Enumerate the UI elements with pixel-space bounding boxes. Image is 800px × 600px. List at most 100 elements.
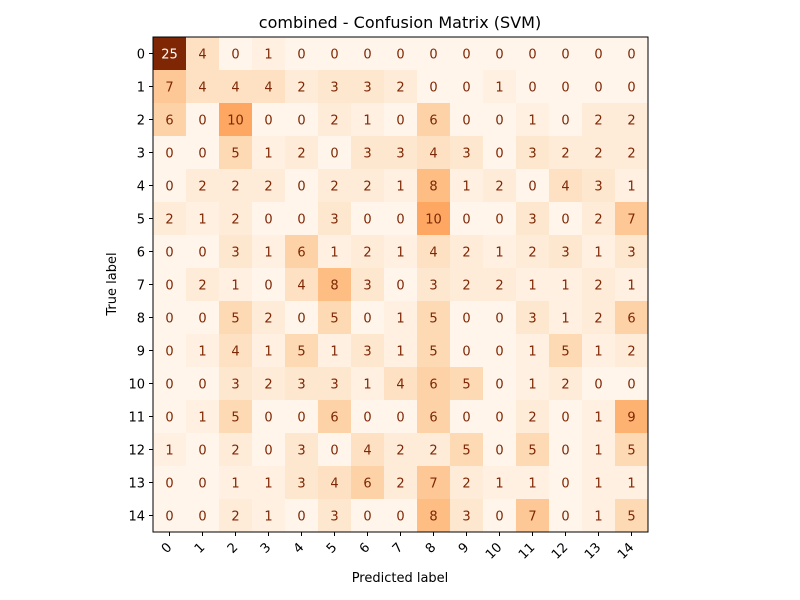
cell-value-label: 0 <box>297 48 305 63</box>
heatmap-cell <box>219 334 253 368</box>
cell-value-label: 0 <box>231 48 239 63</box>
cell-value-label: 2 <box>330 114 338 129</box>
cell-value-label: 0 <box>495 378 503 393</box>
heatmap-cell <box>450 37 484 71</box>
heatmap-cell <box>285 37 319 71</box>
heatmap-cell <box>582 202 616 236</box>
heatmap-cell <box>384 103 418 137</box>
cell-value-label: 1 <box>495 246 503 261</box>
cell-value-label: 4 <box>363 444 371 459</box>
cell-value-label: 5 <box>297 345 305 360</box>
cell-value-label: 0 <box>495 411 503 426</box>
heatmap-cell <box>219 367 253 401</box>
cell-value-label: 0 <box>297 510 305 525</box>
heatmap-cell <box>186 268 220 302</box>
heatmap-cell <box>549 70 583 104</box>
cell-value-label: 2 <box>528 246 536 261</box>
heatmap-cell <box>285 235 319 269</box>
cell-value-label: 0 <box>561 81 569 96</box>
heatmap-cell <box>483 169 517 203</box>
heatmap-cell <box>549 268 583 302</box>
cell-value-label: 0 <box>528 48 536 63</box>
cell-value-label: 5 <box>462 378 470 393</box>
cell-value-label: 1 <box>495 477 503 492</box>
heatmap-cell <box>549 136 583 170</box>
heatmap-cell <box>351 400 385 434</box>
y-tick-label: 5 <box>137 213 145 228</box>
cell-value-label: 1 <box>561 312 569 327</box>
heatmap-cell <box>285 499 319 533</box>
cell-value-label: 0 <box>165 411 173 426</box>
heatmap-cell <box>516 136 550 170</box>
cell-value-label: 0 <box>429 81 437 96</box>
heatmap-cell <box>285 301 319 335</box>
cell-value-label: 1 <box>264 477 272 492</box>
cell-value-label: 0 <box>561 213 569 228</box>
cell-value-label: 10 <box>227 114 244 129</box>
cell-value-label: 8 <box>429 180 437 195</box>
heatmap-cell <box>450 235 484 269</box>
x-tick-label: 4 <box>291 540 307 556</box>
heatmap-cell <box>153 334 187 368</box>
cell-value-label: 0 <box>561 114 569 129</box>
cell-value-label: 2 <box>231 213 239 228</box>
cell-value-label: 3 <box>594 180 602 195</box>
heatmap-cell <box>351 103 385 137</box>
heatmap-cell <box>318 70 352 104</box>
heatmap-cell <box>219 136 253 170</box>
cell-value-label: 2 <box>627 114 635 129</box>
heatmap-cell <box>483 37 517 71</box>
heatmap-cell <box>219 499 253 533</box>
cell-value-label: 0 <box>561 477 569 492</box>
y-tick-label: 4 <box>137 180 145 195</box>
heatmap-cell <box>252 202 286 236</box>
heatmap-cell <box>318 136 352 170</box>
cell-value-label: 1 <box>528 477 536 492</box>
heatmap-cell <box>186 433 220 467</box>
heatmap-cell <box>219 268 253 302</box>
x-tick-label: 8 <box>423 540 439 556</box>
cell-value-label: 4 <box>231 345 239 360</box>
cell-value-label: 0 <box>594 81 602 96</box>
cell-value-label: 0 <box>363 510 371 525</box>
cell-value-label: 1 <box>396 246 404 261</box>
cell-value-label: 0 <box>561 411 569 426</box>
y-tick-label: 7 <box>137 279 145 294</box>
cell-value-label: 0 <box>330 444 338 459</box>
cell-value-label: 2 <box>594 213 602 228</box>
cell-value-label: 0 <box>165 312 173 327</box>
x-axis-label: Predicted label <box>352 571 449 586</box>
heatmap-cell <box>219 235 253 269</box>
cell-value-label: 1 <box>264 147 272 162</box>
cell-value-label: 3 <box>462 510 470 525</box>
cell-value-label: 0 <box>165 147 173 162</box>
heatmap-cell <box>252 301 286 335</box>
x-tick-label: 2 <box>225 540 241 556</box>
heatmap-cell <box>153 70 187 104</box>
heatmap-cell <box>549 202 583 236</box>
x-tick-label: 9 <box>456 540 472 556</box>
heatmap-cell <box>384 136 418 170</box>
heatmap-cell <box>417 433 451 467</box>
heatmap-cell <box>615 136 649 170</box>
heatmap-cell <box>549 466 583 500</box>
cell-value-label: 0 <box>297 114 305 129</box>
cell-value-label: 0 <box>627 48 635 63</box>
cell-value-label: 0 <box>198 378 206 393</box>
heatmap-cell <box>252 103 286 137</box>
cell-value-label: 2 <box>627 147 635 162</box>
cell-value-label: 0 <box>627 81 635 96</box>
heatmap-cell <box>219 301 253 335</box>
heatmap-cell <box>483 433 517 467</box>
heatmap-cell <box>153 136 187 170</box>
cell-value-label: 1 <box>198 213 206 228</box>
heatmap-cell <box>285 466 319 500</box>
heatmap-cell <box>318 235 352 269</box>
heatmap-cell <box>384 499 418 533</box>
cell-value-label: 2 <box>264 180 272 195</box>
cell-value-label: 1 <box>363 114 371 129</box>
cell-value-label: 3 <box>363 147 371 162</box>
heatmap-cell <box>615 433 649 467</box>
cell-value-label: 5 <box>231 411 239 426</box>
cell-value-label: 1 <box>462 180 470 195</box>
